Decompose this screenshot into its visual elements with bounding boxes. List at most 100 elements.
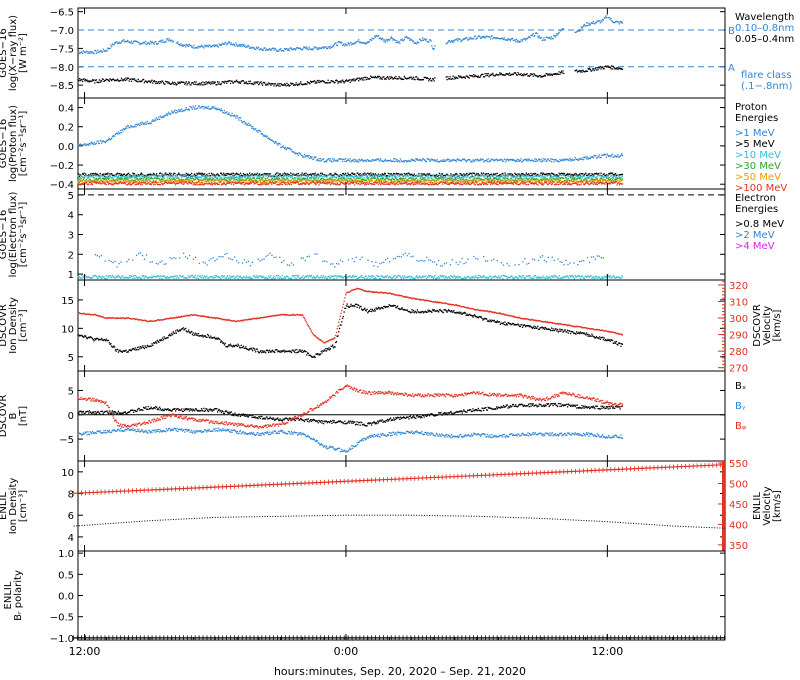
data-point (565, 158, 567, 160)
data-point (444, 160, 446, 163)
data-point (319, 174, 322, 176)
data-point (272, 47, 274, 49)
data-point (434, 176, 436, 178)
data-point (449, 41, 451, 43)
data-point (538, 175, 540, 177)
data-point (223, 81, 225, 83)
data-point (457, 175, 460, 177)
data-point (150, 177, 152, 179)
data-point (451, 175, 454, 177)
data-point (357, 80, 360, 82)
data-point (174, 180, 176, 183)
data-point (306, 47, 309, 50)
data-point (460, 76, 463, 79)
data-point (437, 161, 439, 163)
data-point (154, 41, 156, 43)
data-point (284, 146, 287, 149)
data-point (78, 179, 81, 181)
data-point (534, 172, 537, 175)
data-point (229, 173, 231, 176)
data-point (434, 180, 436, 182)
data-point (248, 175, 250, 177)
data-point (292, 178, 294, 180)
data-point (237, 179, 239, 182)
data-point (203, 82, 206, 84)
data-point (258, 179, 261, 182)
data-point (386, 177, 388, 180)
data-point (254, 179, 256, 181)
data-point (572, 174, 575, 176)
data-point (493, 177, 496, 179)
data-point (296, 180, 298, 182)
data-point (553, 177, 555, 180)
data-point (260, 176, 262, 179)
data-point (181, 45, 183, 47)
data-point (485, 175, 487, 177)
data-point (101, 51, 104, 53)
data-point (338, 180, 341, 183)
data-point (399, 178, 402, 180)
data-point (404, 159, 406, 162)
data-point (602, 176, 605, 178)
data-point (111, 176, 114, 178)
data-point (337, 41, 339, 44)
data-point (254, 175, 256, 177)
data-point (123, 41, 126, 43)
data-point (174, 109, 176, 111)
data-point (213, 105, 215, 108)
data-point (381, 179, 383, 181)
data-point (302, 178, 304, 180)
data-point (472, 76, 474, 78)
data-point (280, 83, 283, 85)
data-point (305, 175, 307, 177)
data-point (232, 182, 234, 184)
data-point (306, 173, 309, 176)
data-point (605, 175, 607, 177)
data-point (491, 158, 493, 161)
data-point (437, 174, 439, 176)
data-point (140, 80, 142, 82)
data-point (541, 177, 544, 179)
data-point (226, 174, 228, 176)
data-point (122, 179, 124, 181)
data-point (200, 107, 202, 109)
data-point (372, 175, 374, 177)
data-point (292, 174, 294, 176)
data-point (518, 160, 521, 162)
data-point (386, 175, 389, 177)
data-point (238, 119, 240, 121)
data-point (151, 177, 153, 180)
data-point (269, 83, 271, 85)
data-point (97, 140, 99, 142)
data-point (101, 173, 104, 176)
data-point (336, 179, 338, 181)
data-point (380, 178, 382, 180)
data-point (97, 178, 99, 180)
data-point (547, 74, 549, 76)
data-point (148, 42, 150, 44)
data-point (379, 179, 381, 181)
data-point (303, 46, 305, 48)
data-point (455, 174, 457, 176)
data-point (563, 174, 566, 176)
data-point (489, 176, 492, 178)
data-point (315, 156, 317, 158)
data-point (601, 180, 604, 182)
y-label-line: log(Proton flux) (8, 105, 19, 182)
data-point (330, 173, 332, 175)
data-point (432, 174, 435, 176)
data-point (446, 173, 448, 175)
data-point (476, 180, 479, 182)
data-point (273, 178, 275, 181)
data-point (271, 82, 273, 85)
data-point (401, 179, 403, 181)
data-point (261, 177, 263, 179)
data-point (88, 175, 91, 177)
data-point (183, 109, 185, 112)
data-point (274, 181, 276, 183)
data-point (91, 175, 93, 178)
data-point (528, 75, 531, 77)
data-point (569, 173, 571, 175)
data-point (123, 38, 125, 41)
